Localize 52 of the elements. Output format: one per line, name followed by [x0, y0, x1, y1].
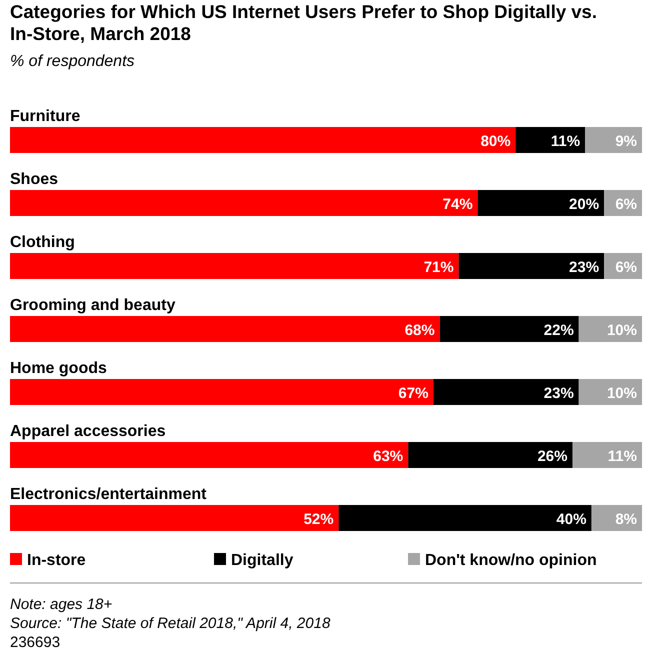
bar — [572, 442, 642, 468]
data-label: 40% — [556, 511, 586, 528]
source-note: Source: "The State of Retail 2018," April 4, 2018 — [10, 615, 331, 632]
bar — [10, 505, 339, 531]
data-label: 63% — [373, 448, 404, 465]
bar — [10, 316, 440, 342]
data-label: 11% — [550, 133, 580, 150]
legend-label: Don't know/no opinion — [425, 552, 597, 569]
bar — [458, 253, 604, 279]
data-label: 26% — [537, 448, 568, 465]
bar — [10, 379, 434, 405]
data-label: 74% — [442, 196, 473, 213]
bar — [433, 379, 579, 405]
text: Note: ages 18+ — [10, 596, 112, 613]
data-label: 67% — [398, 385, 428, 402]
y-tick-label: Home goods — [10, 360, 107, 377]
y-tick-label: Apparel accessories — [10, 423, 166, 440]
y-tick-label: Electronics/entertainment — [10, 486, 208, 503]
y-tick-label: Shoes — [10, 171, 58, 188]
bar — [10, 127, 516, 153]
data-label: 20% — [569, 196, 600, 213]
chart-subtitle: % of respondents — [10, 53, 135, 70]
data-label: 9% — [615, 133, 637, 150]
data-label: 11% — [608, 448, 637, 465]
data-label: 80% — [480, 133, 511, 150]
bar — [10, 253, 459, 279]
data-label: 52% — [304, 511, 334, 528]
chart-title: Categories for Which US Internet Users Prefer to Shop Digitally vs. In-Store, March 2018 — [10, 1, 597, 44]
y-tick-label: Clothing — [10, 234, 75, 251]
y-tick-label: Grooming and beauty — [10, 297, 176, 314]
data-label: 8% — [615, 511, 637, 528]
bar — [408, 442, 572, 468]
data-label: 10% — [606, 385, 637, 402]
bar — [440, 316, 579, 342]
data-label: 6% — [615, 259, 637, 276]
data-label: 23% — [544, 385, 574, 402]
text: 236693 — [10, 634, 60, 651]
data-label: 71% — [424, 259, 454, 276]
bar — [585, 127, 642, 153]
data-label: 68% — [404, 322, 435, 339]
bar — [10, 190, 478, 216]
data-label: 10% — [606, 322, 637, 339]
legend-label: Digitally — [231, 552, 294, 569]
bar — [516, 127, 586, 153]
y-tick-label: Furniture — [10, 108, 80, 125]
bar — [10, 442, 408, 468]
data-label: 6% — [615, 196, 637, 213]
bar — [478, 190, 604, 216]
legend-label: In-store — [27, 552, 86, 569]
data-label: 23% — [569, 259, 600, 276]
bar — [338, 505, 592, 531]
data-label: 22% — [544, 322, 574, 339]
